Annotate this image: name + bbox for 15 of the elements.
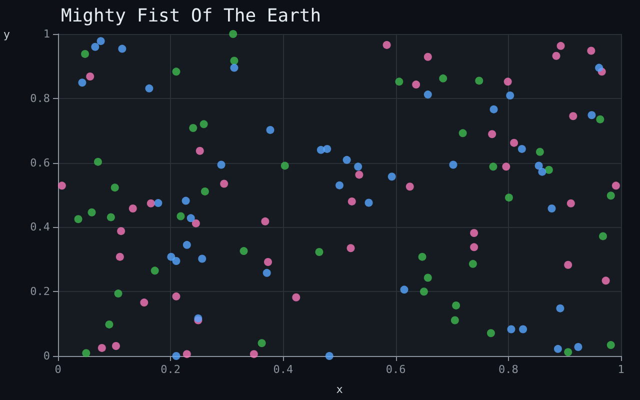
x-axis-title: x <box>336 383 344 396</box>
x-tick-label: 0.4 <box>273 363 294 376</box>
y-tick-label: 0.6 <box>30 156 50 170</box>
y-tick-label: 0.2 <box>30 285 50 298</box>
x-tick-label: 0.6 <box>386 363 406 376</box>
x-tick-label: 0.2 <box>160 363 181 376</box>
x-tick-label: 1 <box>618 363 624 376</box>
x-tick-label: 0.8 <box>498 363 518 376</box>
y-axis-title: y <box>3 28 10 41</box>
y-tick-label: 0.4 <box>30 220 50 234</box>
y-tick-label: 0.8 <box>30 92 50 105</box>
y-tick-label: 1 <box>43 28 50 40</box>
y-tick-label: 0 <box>43 350 50 362</box>
x-tick-label: 0 <box>54 363 62 376</box>
chart-title: Mighty Fist Of The Earth <box>61 6 322 26</box>
